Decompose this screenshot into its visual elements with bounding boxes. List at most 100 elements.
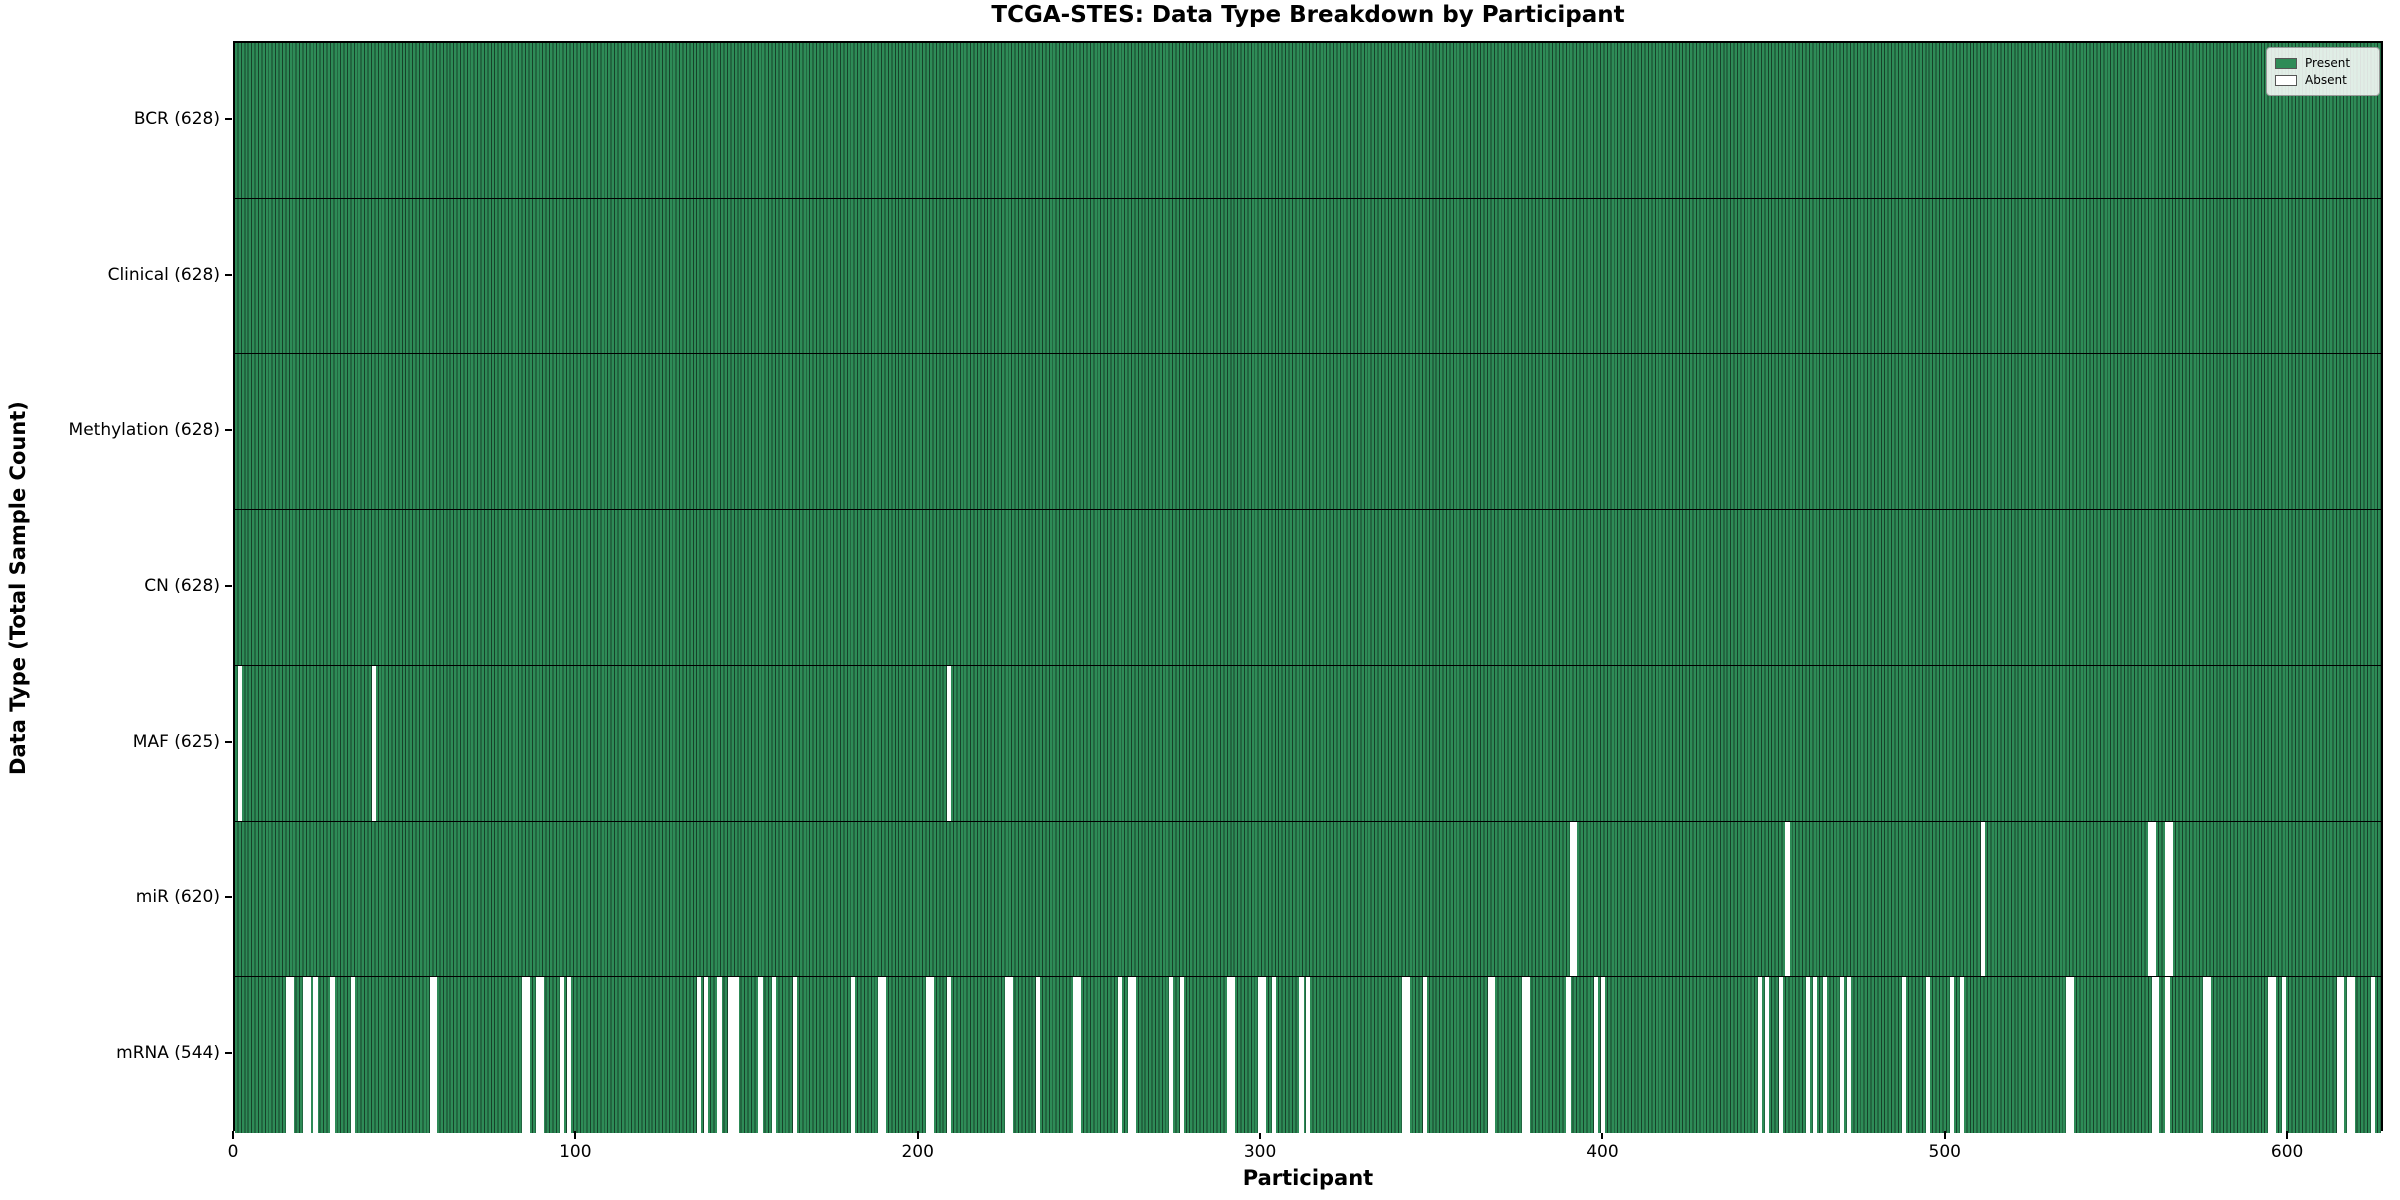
absent-gap — [2151, 977, 2160, 1133]
absent-gap — [1306, 977, 1311, 1133]
absent-gap — [2165, 977, 2170, 1133]
absent-gap — [1778, 977, 1783, 1133]
row-mrna — [235, 977, 2381, 1133]
row-bcr — [235, 43, 2381, 199]
absent-gap — [878, 977, 886, 1133]
row-maf — [235, 665, 2381, 822]
y-tick-mark — [225, 273, 232, 276]
absent-gap — [1593, 977, 1598, 1133]
absent-gap — [2281, 977, 2287, 1133]
present-bars — [235, 510, 2381, 666]
absent-gap — [1823, 977, 1828, 1133]
row-divider — [235, 976, 2381, 978]
absent-gap — [1980, 821, 1985, 978]
legend-label: Absent — [2305, 73, 2347, 87]
y-tick-mark — [225, 1052, 232, 1055]
x-tick-label: 100 — [559, 1142, 592, 1162]
absent-gap — [285, 977, 294, 1133]
row-divider — [235, 353, 2381, 355]
y-tick-label: MAF (625) — [132, 731, 220, 752]
y-tick-mark — [225, 429, 232, 432]
x-tick-mark — [232, 1131, 234, 1139]
absent-gap — [238, 665, 243, 822]
absent-gap — [1487, 977, 1496, 1133]
absent-gap — [727, 977, 739, 1133]
absent-gap — [1806, 977, 1811, 1133]
row-methylation — [235, 354, 2381, 511]
absent-gap — [1901, 977, 1907, 1133]
absent-gap — [371, 665, 376, 822]
absent-gap — [313, 977, 318, 1133]
absent-gap — [566, 977, 571, 1133]
absent-gap — [1785, 821, 1790, 978]
x-tick-mark — [1943, 1131, 1946, 1139]
absent-gap — [1764, 977, 1770, 1133]
legend-swatch-present — [2275, 57, 2297, 69]
absent-gap — [2346, 977, 2355, 1133]
row-divider — [235, 820, 2381, 822]
absent-gap — [850, 977, 856, 1133]
absent-gap — [1402, 977, 1410, 1133]
absent-gap — [946, 665, 951, 822]
absent-gap — [559, 977, 565, 1133]
y-tick-label: miR (620) — [135, 887, 220, 908]
absent-gap — [535, 977, 544, 1133]
absent-gap — [2336, 977, 2345, 1133]
row-cn — [235, 510, 2381, 666]
row-divider — [235, 197, 2381, 199]
x-tick-label: 400 — [1586, 1142, 1619, 1162]
y-tick-label: Clinical (628) — [107, 264, 220, 285]
absent-gap — [1117, 977, 1123, 1133]
absent-gap — [330, 977, 335, 1133]
x-tick-mark — [574, 1131, 577, 1139]
legend-label: Present — [2305, 56, 2351, 70]
y-tick-label: CN (628) — [144, 576, 220, 596]
absent-gap — [1600, 977, 1605, 1133]
row-divider — [235, 664, 2381, 666]
row-clinical — [235, 198, 2381, 355]
y-tick-label: mRNA (544) — [116, 1043, 220, 1064]
absent-gap — [1569, 821, 1578, 978]
row-divider — [235, 509, 2381, 511]
absent-gap — [1840, 977, 1845, 1133]
x-tick-label: 500 — [1928, 1142, 1962, 1162]
absent-gap — [1566, 977, 1571, 1133]
x-tick-mark — [2286, 1131, 2289, 1139]
y-tick-label: BCR (628) — [133, 108, 220, 129]
x-tick-label: 300 — [1243, 1142, 1277, 1162]
chart-title: TCGA-STES: Data Type Breakdown by Partic… — [991, 2, 1625, 28]
absent-gap — [1758, 977, 1763, 1133]
absent-gap — [429, 977, 438, 1133]
present-bars — [235, 354, 2381, 511]
absent-gap — [1179, 977, 1184, 1133]
absent-gap — [717, 977, 722, 1133]
absent-gap — [1949, 977, 1955, 1133]
absent-gap — [2165, 821, 2174, 978]
absent-gap — [2203, 977, 2211, 1133]
absent-gap — [1299, 977, 1304, 1133]
absent-gap — [1004, 977, 1013, 1133]
absent-gap — [2148, 821, 2156, 978]
absent-gap — [1073, 977, 1081, 1133]
legend-swatch-absent — [2275, 74, 2297, 86]
absent-gap — [696, 977, 701, 1133]
plot-area — [233, 41, 2383, 1133]
absent-gap — [758, 977, 763, 1133]
absent-gap — [1035, 977, 1040, 1133]
legend: Present Absent — [2266, 47, 2380, 96]
y-tick-label: Methylation (628) — [68, 420, 220, 441]
y-tick-mark — [225, 117, 232, 120]
y-tick-mark — [225, 740, 232, 743]
absent-gap — [303, 977, 311, 1133]
absent-gap — [1925, 977, 1931, 1133]
absent-gap — [1960, 977, 1965, 1133]
present-bars — [235, 43, 2381, 199]
absent-gap — [1812, 977, 1818, 1133]
row-mir — [235, 821, 2381, 978]
absent-gap — [1169, 977, 1174, 1133]
absent-gap — [792, 977, 797, 1133]
y-tick-mark — [225, 896, 232, 899]
present-bars — [235, 821, 2381, 978]
absent-gap — [1128, 977, 1136, 1133]
